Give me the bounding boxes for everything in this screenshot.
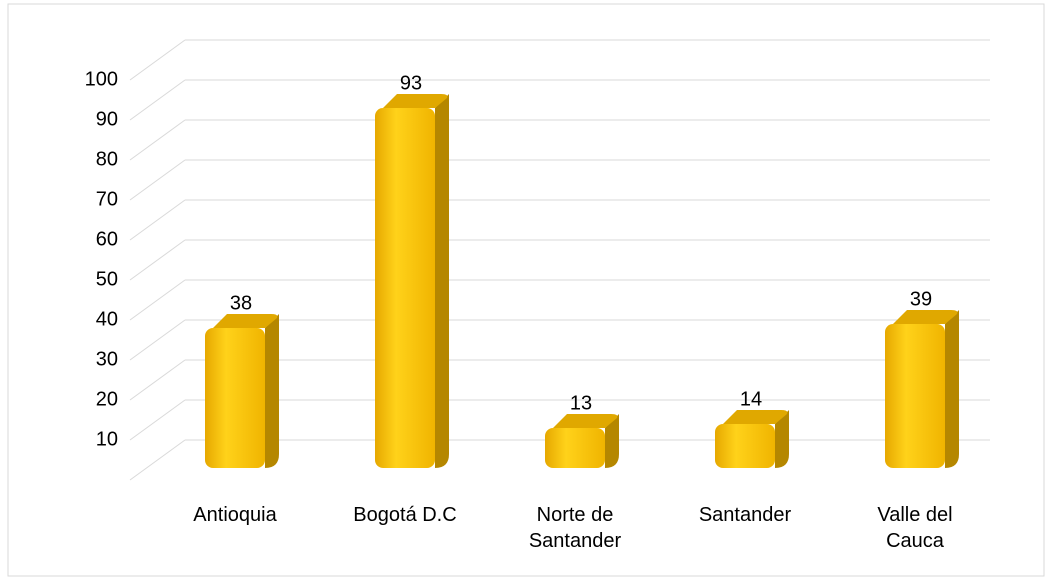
x-tick-label: Norte de Santander xyxy=(528,504,622,552)
bar-side xyxy=(775,410,789,468)
y-tick-label: 10 xyxy=(96,428,118,450)
grid-line xyxy=(129,239,186,281)
grid-line xyxy=(129,319,186,361)
y-tick-label: 20 xyxy=(96,388,118,410)
value-label: 93 xyxy=(400,72,422,94)
y-tick-label: 60 xyxy=(96,228,118,250)
bar xyxy=(715,424,775,468)
bar xyxy=(375,108,435,468)
bar-side xyxy=(435,94,449,468)
value-label: 39 xyxy=(910,288,932,310)
value-label: 13 xyxy=(570,392,592,414)
bar-top xyxy=(893,310,958,324)
grid-line xyxy=(129,359,186,401)
grid-line xyxy=(129,119,186,161)
bar xyxy=(205,328,265,468)
grid-line xyxy=(129,39,186,81)
y-tick-label: 40 xyxy=(96,308,118,330)
bar-side xyxy=(265,314,279,468)
x-tick-label: Bogotá D.C xyxy=(353,504,457,526)
chart-frame xyxy=(7,3,1045,577)
grid-line xyxy=(129,439,186,481)
x-tick-label: Antioquia xyxy=(193,504,277,526)
bar-top xyxy=(553,414,618,428)
bar-side xyxy=(945,310,959,468)
grid-line xyxy=(129,79,186,121)
value-label: 38 xyxy=(230,292,252,314)
grid-line xyxy=(129,159,186,201)
bar-top xyxy=(723,410,788,424)
x-tick-label: Valle del Cauca xyxy=(877,504,953,552)
grid-line xyxy=(129,279,186,321)
y-tick-label: 50 xyxy=(96,268,118,290)
value-label: 14 xyxy=(740,388,762,410)
bar xyxy=(885,324,945,468)
bar-top xyxy=(213,314,278,328)
y-tick-label: 70 xyxy=(96,188,118,210)
x-tick-label: Santander xyxy=(698,504,792,526)
bar-top xyxy=(383,94,448,108)
y-tick-label: 90 xyxy=(96,108,118,130)
y-tick-label: 30 xyxy=(96,348,118,370)
y-tick-label: 80 xyxy=(96,148,118,170)
grid-line xyxy=(129,399,186,441)
bar-side xyxy=(605,414,619,468)
bar xyxy=(545,428,605,468)
grid-line xyxy=(129,199,186,241)
y-tick-label: 100 xyxy=(85,68,118,90)
